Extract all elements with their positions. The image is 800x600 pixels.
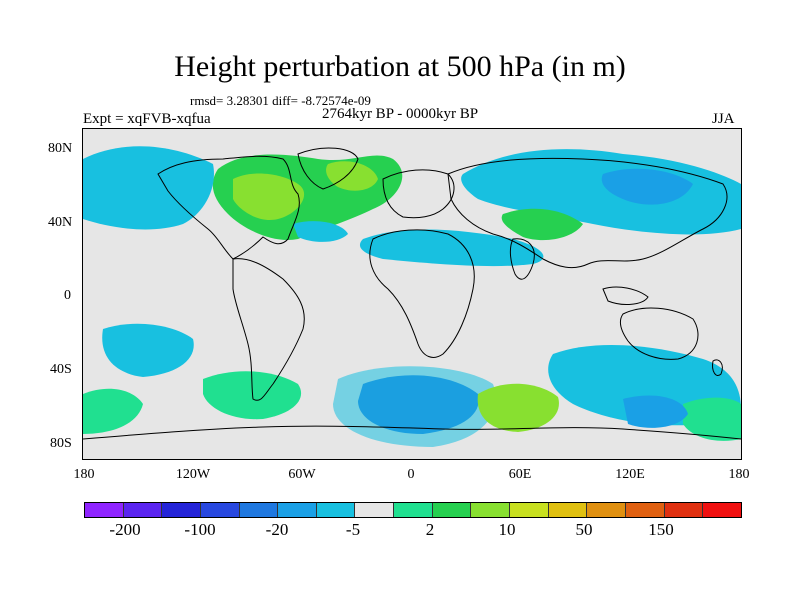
contour-positive-greenland	[326, 161, 378, 191]
contour-positive-satl	[203, 371, 302, 420]
coast-africa	[369, 229, 475, 358]
colorbar-swatch-1	[123, 503, 163, 517]
colorbar-swatch-10	[471, 503, 511, 517]
coast-north-america	[157, 155, 300, 260]
lat-label-40n: 40N	[48, 215, 73, 230]
contour-positive-south-west	[83, 388, 143, 434]
coastline-layer	[83, 147, 741, 440]
colorbar-label-6: 50	[575, 520, 593, 539]
coast-antarctica	[83, 425, 741, 440]
coast-australia	[620, 307, 699, 360]
colorbar-swatch-4	[239, 503, 279, 517]
colorbar-swatch-8	[394, 503, 433, 517]
colorbar	[84, 502, 742, 518]
contour-negative-eurasia	[359, 229, 544, 267]
contour-positive-south-east	[683, 397, 741, 441]
colorbar-swatch-15	[664, 503, 704, 517]
lon-label-60w: 60W	[288, 467, 316, 482]
map-panel	[82, 128, 742, 460]
lon-label-0: 0	[407, 467, 415, 482]
coast-south-america	[232, 258, 305, 401]
contour-fill-layer	[83, 146, 741, 447]
colorbar-label-7: 150	[648, 520, 674, 539]
coast-new-zealand	[712, 359, 723, 376]
lon-label-60e: 60E	[508, 467, 532, 482]
colorbar-swatch-0	[85, 503, 124, 517]
contour-negative-south-ocean-rim	[333, 366, 496, 447]
lat-label-40s: 40S	[50, 362, 72, 377]
colorbar-swatch-11	[510, 503, 549, 517]
colorbar-swatch-5	[278, 503, 317, 517]
contour-negative-spac	[102, 323, 194, 377]
colorbar-label-0: -200	[109, 520, 141, 539]
experiment-label: Expt = xqFVB-xqfua	[83, 111, 211, 127]
colorbar-swatch-7	[355, 503, 395, 517]
contour-positive-south-indian	[477, 383, 559, 432]
coast-greenland	[297, 147, 359, 190]
colorbar-label-4: 2	[425, 520, 435, 539]
lat-label-80s: 80S	[50, 436, 72, 451]
colorbar-swatch-16	[703, 503, 741, 517]
lon-label-120w: 120W	[175, 467, 211, 482]
colorbar-label-5: 10	[498, 520, 516, 539]
coast-se-asia	[602, 286, 649, 305]
map-svg	[83, 146, 741, 447]
colorbar-swatch-2	[162, 503, 201, 517]
contour-positive-natl-core	[233, 173, 305, 220]
coast-asia	[447, 157, 728, 269]
contour-negative-midlat	[293, 221, 348, 242]
season-label: JJA	[712, 111, 735, 127]
lat-label-0: 0	[64, 288, 71, 303]
lon-label-180w: 180	[73, 467, 95, 482]
colorbar-swatch-6	[316, 503, 356, 517]
coast-india	[509, 238, 535, 280]
colorbar-swatch-9	[432, 503, 472, 517]
contour-negative-npac	[83, 146, 214, 230]
colorbar-label-2: -20	[265, 520, 289, 539]
contour-negative-asia	[461, 149, 741, 235]
rmsd-diff-stats: rmsd= 3.28301 diff= -8.72574e-09	[190, 93, 371, 108]
colorbar-swatch-14	[625, 503, 665, 517]
period-label: 2764kyr BP - 0000kyr BP	[321, 106, 479, 122]
colorbar-swatch-3	[200, 503, 240, 517]
contour-positive-asia	[501, 208, 583, 241]
lon-label-120e: 120E	[615, 467, 645, 482]
colorbar-label-1: -100	[184, 520, 216, 539]
colorbar-label-3: -5	[345, 520, 361, 539]
contour-negative-southeast-pac	[623, 395, 688, 428]
coast-europe	[382, 169, 455, 219]
lat-label-80n: 80N	[48, 141, 73, 156]
lon-label-180e: 180	[728, 467, 750, 482]
colorbar-swatch-12	[548, 503, 588, 517]
contour-negative-asia-core	[601, 168, 693, 205]
colorbar-swatch-13	[587, 503, 626, 517]
plot-title: Height perturbation at 500 hPa (in m)	[174, 50, 626, 83]
